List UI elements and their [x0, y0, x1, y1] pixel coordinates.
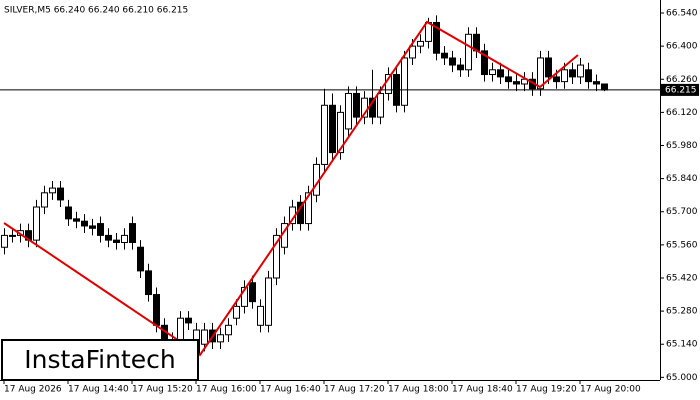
x-tick-label: 17 Aug 17:20 [324, 385, 385, 395]
x-tick-label: 17 Aug 18:00 [388, 385, 449, 395]
x-tick-label: 17 Aug 19:20 [516, 385, 577, 395]
candle-body [73, 218, 80, 222]
candle-body [177, 317, 184, 343]
candle-body [497, 69, 504, 78]
y-tick-label: 65.980 [666, 141, 698, 151]
y-tick-label: 65.140 [666, 340, 698, 350]
candle-body [89, 225, 96, 229]
candle-body [425, 21, 432, 42]
candle-body [545, 57, 552, 78]
candle-body [417, 40, 424, 47]
candle-body [9, 234, 16, 237]
candle-body [585, 69, 592, 83]
candle-body [257, 305, 264, 326]
y-tick-label: 65.280 [666, 307, 698, 317]
candle-body [457, 64, 464, 71]
candle-body [537, 57, 544, 90]
candle-body [265, 277, 272, 326]
candle-body [465, 33, 472, 71]
y-tick-label: 65.840 [666, 174, 698, 184]
candle-body [81, 220, 88, 227]
candle-body [1, 234, 8, 248]
candle-body [225, 324, 232, 336]
candle-body [241, 286, 248, 307]
candle-body [353, 92, 360, 118]
candle-body [233, 305, 240, 319]
candle-body [145, 270, 152, 296]
candle-body [105, 234, 112, 241]
y-tick-label: 65.560 [666, 240, 698, 250]
x-tick-label: 17 Aug 20:00 [580, 385, 641, 395]
overlay: 66.215 [0, 83, 699, 96]
candle-body [129, 223, 136, 243]
x-tick-label: 17 Aug 16:00 [196, 385, 257, 395]
candle-body [57, 187, 64, 201]
candle-body [401, 57, 408, 106]
y-tick-label: 66.540 [666, 9, 698, 19]
candle-body [65, 206, 72, 220]
candle-body [561, 69, 568, 83]
y-tick-label: 65.700 [666, 207, 698, 217]
candle-body [449, 57, 456, 66]
candle-body [321, 104, 328, 165]
candle-body [593, 81, 600, 85]
candle-body [441, 52, 448, 59]
x-tick-label: 17 Aug 14:40 [68, 385, 129, 395]
y-tick-label: 66.400 [666, 42, 698, 52]
candle-body [553, 76, 560, 83]
candle-body [433, 21, 440, 54]
logo: InstaFintech [24, 345, 176, 374]
candle-body [377, 92, 384, 118]
candle-body [217, 334, 224, 343]
y-tick-label: 66.120 [666, 108, 698, 118]
candle-body [249, 282, 256, 303]
candle-body [601, 83, 608, 91]
y-tick-label: 65.420 [666, 273, 698, 283]
candle-body [337, 111, 344, 154]
logo-box [1, 339, 199, 381]
candle-body [273, 234, 280, 279]
candle-body [569, 69, 576, 78]
x-tick-label: 17 Aug 2026 [4, 385, 62, 395]
candle-body [201, 329, 208, 345]
candle-body [329, 104, 336, 154]
candle-body [513, 81, 520, 85]
candle-body [153, 294, 160, 326]
x-tick-label: 17 Aug 16:40 [260, 385, 321, 395]
candle-body [521, 78, 528, 85]
candle-body [97, 223, 104, 236]
candle-body [577, 64, 584, 78]
y-tick-label: 65.000 [666, 373, 698, 383]
last-price-label: 66.215 [665, 85, 697, 95]
candle-body [49, 187, 56, 194]
candle-body [185, 317, 192, 324]
candle-body [41, 192, 48, 208]
candle-body [345, 92, 352, 130]
candle-body [489, 69, 496, 76]
candle-body [113, 239, 120, 243]
candle-body [481, 50, 488, 76]
candle-body [305, 192, 312, 225]
chart-title: SILVER,M5 66.240 66.240 66.210 66.215 [4, 6, 188, 16]
y-tick-label: 66.260 [666, 75, 698, 85]
candle-body [137, 246, 144, 272]
candle-body [505, 76, 512, 83]
x-tick-label: 17 Aug 18:40 [452, 385, 513, 395]
candle-body [121, 234, 128, 243]
candles [1, 15, 608, 361]
last-price-box [661, 83, 699, 96]
x-tick-label: 17 Aug 15:20 [132, 385, 193, 395]
candle-body [33, 206, 40, 241]
pattern-line [3, 20, 579, 357]
candle-body [409, 45, 416, 59]
